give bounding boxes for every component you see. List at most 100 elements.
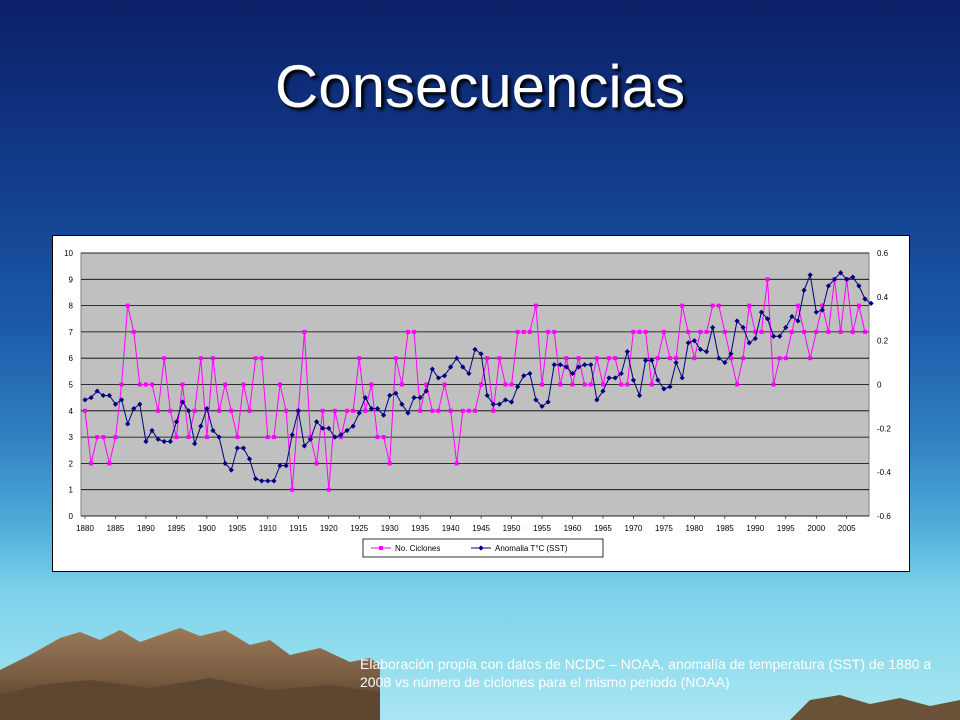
point-anomalia	[393, 390, 399, 396]
point-ciclones	[284, 408, 289, 413]
point-ciclones	[405, 329, 410, 334]
point-ciclones	[466, 408, 471, 413]
point-anomalia	[368, 406, 375, 412]
point-ciclones	[168, 408, 173, 413]
slide-title: Consecuencias	[274, 53, 686, 120]
point-ciclones	[442, 382, 447, 387]
point-ciclones	[704, 329, 709, 334]
point-ciclones	[722, 329, 727, 334]
point-ciclones	[783, 356, 788, 361]
point-ciclones	[229, 408, 234, 413]
y-left-tick-label: 6	[69, 354, 74, 363]
point-ciclones	[607, 356, 612, 361]
point-anomalia	[125, 421, 131, 427]
legend-label: Anomalia T°C (SST)	[495, 544, 568, 553]
x-tick-label: 1965	[594, 524, 612, 533]
point-ciclones	[326, 487, 331, 492]
point-ciclones	[192, 408, 197, 413]
point-anomalia	[374, 406, 381, 412]
x-tick-label: 1880	[76, 524, 94, 533]
point-ciclones	[369, 382, 374, 387]
x-tick-label: 1980	[685, 524, 703, 533]
point-anomalia	[277, 462, 283, 469]
point-ciclones	[101, 435, 106, 440]
point-ciclones	[351, 408, 356, 413]
point-ciclones	[223, 382, 228, 387]
point-anomalia	[137, 401, 143, 407]
legend-swatch-marker	[478, 545, 484, 551]
point-anomalia	[448, 364, 454, 370]
point-ciclones	[174, 435, 179, 440]
x-tick-label: 1950	[503, 524, 521, 533]
point-anomalia	[283, 462, 289, 469]
point-ciclones	[631, 329, 636, 334]
point-anomalia	[460, 364, 466, 370]
point-anomalia	[502, 397, 509, 403]
x-tick-label: 1915	[289, 524, 307, 533]
point-ciclones	[424, 382, 429, 387]
point-ciclones	[716, 303, 721, 308]
point-ciclones	[198, 356, 203, 361]
point-ciclones	[576, 356, 581, 361]
point-anomalia	[289, 432, 295, 438]
point-ciclones	[259, 356, 264, 361]
point-ciclones	[454, 461, 459, 466]
point-ciclones	[814, 329, 819, 334]
point-anomalia	[185, 408, 192, 414]
point-anomalia	[192, 441, 198, 447]
mountain-landscape	[0, 628, 960, 720]
point-ciclones	[582, 382, 587, 387]
point-ciclones	[795, 303, 800, 308]
chart-caption: Elaboración propia con datos de NCDC – N…	[360, 656, 932, 690]
point-ciclones	[448, 408, 453, 413]
point-ciclones	[107, 461, 112, 466]
point-ciclones	[137, 382, 142, 387]
point-ciclones	[479, 382, 484, 387]
point-ciclones	[125, 303, 130, 308]
y-left-tick-label: 7	[69, 328, 74, 337]
point-anomalia	[234, 445, 240, 451]
point-anomalia	[271, 478, 277, 484]
point-anomalia	[685, 340, 691, 346]
point-ciclones	[509, 382, 514, 387]
point-ciclones	[649, 382, 654, 387]
y-right-tick-label: -0.4	[877, 468, 891, 477]
y-right-tick-label: 0	[877, 381, 882, 390]
point-ciclones	[497, 356, 502, 361]
point-ciclones	[546, 329, 551, 334]
x-tick-label: 2005	[838, 524, 856, 533]
y-right-tick-label: 0.4	[877, 293, 889, 302]
point-ciclones	[759, 329, 764, 334]
point-ciclones	[265, 435, 270, 440]
y-right-tick-label: -0.6	[877, 512, 891, 521]
point-ciclones	[363, 408, 368, 413]
x-tick-label: 1990	[746, 524, 764, 533]
point-anomalia	[301, 443, 307, 449]
point-ciclones	[771, 382, 776, 387]
y-left-tick-label: 2	[69, 459, 74, 468]
point-ciclones	[278, 382, 282, 387]
point-ciclones	[850, 329, 855, 334]
x-tick-label: 1985	[716, 524, 734, 533]
y-left-tick-label: 0	[69, 512, 74, 521]
x-tick-label: 1900	[198, 524, 216, 533]
point-anomalia	[563, 364, 570, 370]
point-anomalia	[472, 346, 478, 353]
point-ciclones	[826, 329, 831, 334]
point-ciclones	[728, 356, 733, 361]
point-ciclones	[789, 329, 794, 334]
y-left-tick-label: 1	[69, 486, 74, 495]
point-ciclones	[552, 329, 557, 334]
point-ciclones	[808, 356, 813, 361]
point-anomalia	[533, 397, 539, 403]
y-left-tick-label: 4	[69, 407, 74, 416]
point-ciclones	[594, 356, 599, 361]
point-ciclones	[381, 435, 386, 440]
point-ciclones	[119, 382, 124, 387]
point-ciclones	[741, 356, 746, 361]
point-ciclones	[375, 435, 380, 440]
point-ciclones	[485, 356, 490, 361]
x-tick-label: 1975	[655, 524, 673, 533]
point-anomalia	[545, 399, 551, 405]
point-ciclones	[186, 435, 191, 440]
